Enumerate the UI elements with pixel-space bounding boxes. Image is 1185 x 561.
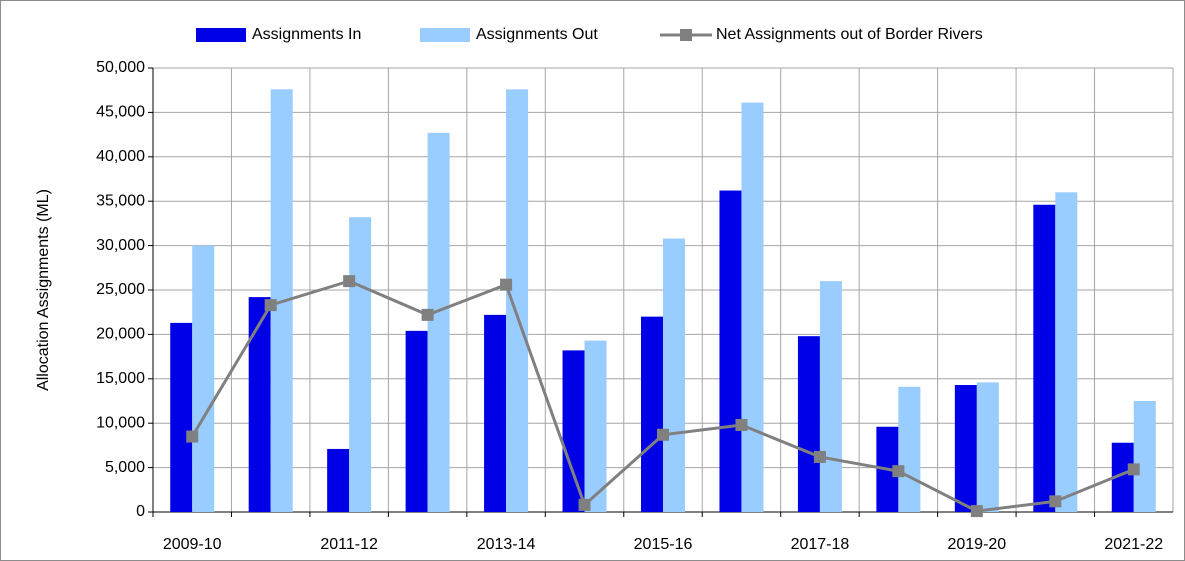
bar <box>349 217 372 512</box>
legend-swatch <box>420 28 470 42</box>
bar <box>192 245 215 512</box>
marker <box>1127 463 1140 476</box>
marker <box>421 308 434 321</box>
legend-label: Assignments In <box>252 26 361 43</box>
bar <box>506 89 529 512</box>
marker <box>735 418 748 431</box>
bar <box>484 314 507 512</box>
y-axis-label: Allocation Assignments (ML) <box>35 189 52 391</box>
legend-swatch <box>196 28 246 42</box>
bar <box>427 132 450 512</box>
bar <box>248 297 271 512</box>
y-tick-label: 40,000 <box>96 148 145 165</box>
x-tick-label: 2011-12 <box>320 536 378 553</box>
bar <box>741 102 764 512</box>
bar <box>405 330 428 512</box>
bar <box>584 340 607 512</box>
marker <box>500 278 513 291</box>
legend-marker <box>680 29 692 41</box>
legend-label: Net Assignments out of Border Rivers <box>716 26 983 43</box>
y-tick-label: 25,000 <box>96 281 145 298</box>
bar <box>327 448 350 512</box>
bar <box>562 350 585 512</box>
bar <box>1033 204 1056 512</box>
bar <box>641 316 663 512</box>
marker <box>892 465 905 478</box>
marker <box>813 450 826 463</box>
y-tick-label: 45,000 <box>96 104 145 121</box>
bar <box>1111 442 1134 512</box>
marker <box>578 498 591 511</box>
bar <box>954 385 977 512</box>
marker <box>186 430 199 443</box>
bar <box>898 386 921 512</box>
legend-label: Assignments Out <box>476 26 598 43</box>
bar <box>797 336 820 512</box>
bar <box>819 281 842 512</box>
marker <box>657 428 669 441</box>
y-tick-label: 5,000 <box>105 459 145 476</box>
marker <box>343 275 356 288</box>
x-tick-label: 2015-16 <box>634 536 693 553</box>
y-tick-label: 0 <box>136 503 145 520</box>
bar <box>1055 192 1078 512</box>
marker <box>970 505 983 518</box>
y-tick-label: 30,000 <box>96 237 145 254</box>
y-tick-label: 10,000 <box>96 414 145 431</box>
x-tick-label: 2009-10 <box>163 536 222 553</box>
marker <box>264 299 277 312</box>
bar <box>976 382 999 512</box>
marker <box>1049 495 1062 508</box>
bar <box>663 238 685 512</box>
x-tick-label: 2019-20 <box>947 536 1006 553</box>
bar <box>1133 401 1156 512</box>
y-tick-label: 20,000 <box>96 326 145 343</box>
bar <box>719 190 742 512</box>
y-tick-label: 15,000 <box>96 370 145 387</box>
x-tick-label: 2021-22 <box>1104 536 1163 553</box>
x-tick-label: 2017-18 <box>791 536 850 553</box>
x-tick-label: 2013-14 <box>477 536 536 553</box>
y-tick-label: 50,000 <box>96 59 145 76</box>
y-tick-label: 35,000 <box>96 192 145 209</box>
bar <box>170 322 193 512</box>
